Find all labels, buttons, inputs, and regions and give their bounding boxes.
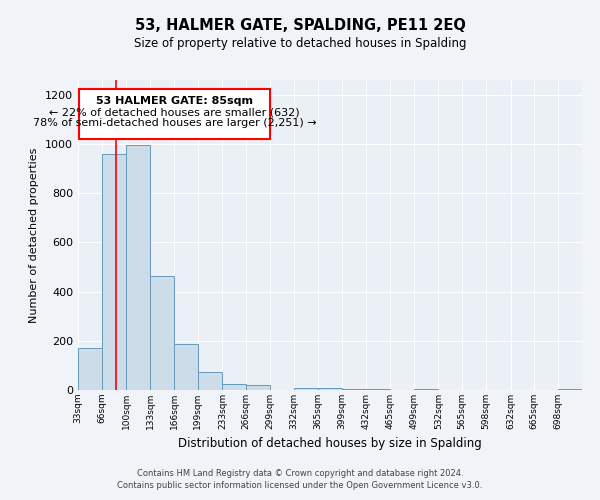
Bar [366, 389, 390, 390]
Bar [174, 344, 198, 390]
Text: 53, HALMER GATE, SPALDING, PE11 2EQ: 53, HALMER GATE, SPALDING, PE11 2EQ [134, 18, 466, 32]
X-axis label: Distribution of detached houses by size in Spalding: Distribution of detached houses by size … [178, 438, 482, 450]
Y-axis label: Number of detached properties: Number of detached properties [29, 148, 40, 322]
Bar [78, 348, 102, 390]
Bar [294, 388, 318, 390]
Bar [318, 388, 341, 390]
Bar [415, 389, 439, 390]
FancyBboxPatch shape [79, 88, 270, 139]
Bar [342, 389, 366, 390]
Bar [102, 154, 125, 390]
Bar [127, 145, 150, 390]
Text: 78% of semi-detached houses are larger (2,251) →: 78% of semi-detached houses are larger (… [32, 118, 316, 128]
Bar [150, 276, 174, 390]
Text: Contains HM Land Registry data © Crown copyright and database right 2024.: Contains HM Land Registry data © Crown c… [137, 468, 463, 477]
Text: Contains public sector information licensed under the Open Government Licence v3: Contains public sector information licen… [118, 481, 482, 490]
Bar [246, 385, 270, 390]
Text: 53 HALMER GATE: 85sqm: 53 HALMER GATE: 85sqm [96, 96, 253, 106]
Bar [198, 372, 221, 390]
Text: ← 22% of detached houses are smaller (632): ← 22% of detached houses are smaller (63… [49, 107, 300, 117]
Bar [223, 384, 246, 390]
Text: Size of property relative to detached houses in Spalding: Size of property relative to detached ho… [134, 38, 466, 51]
Bar [558, 389, 582, 390]
